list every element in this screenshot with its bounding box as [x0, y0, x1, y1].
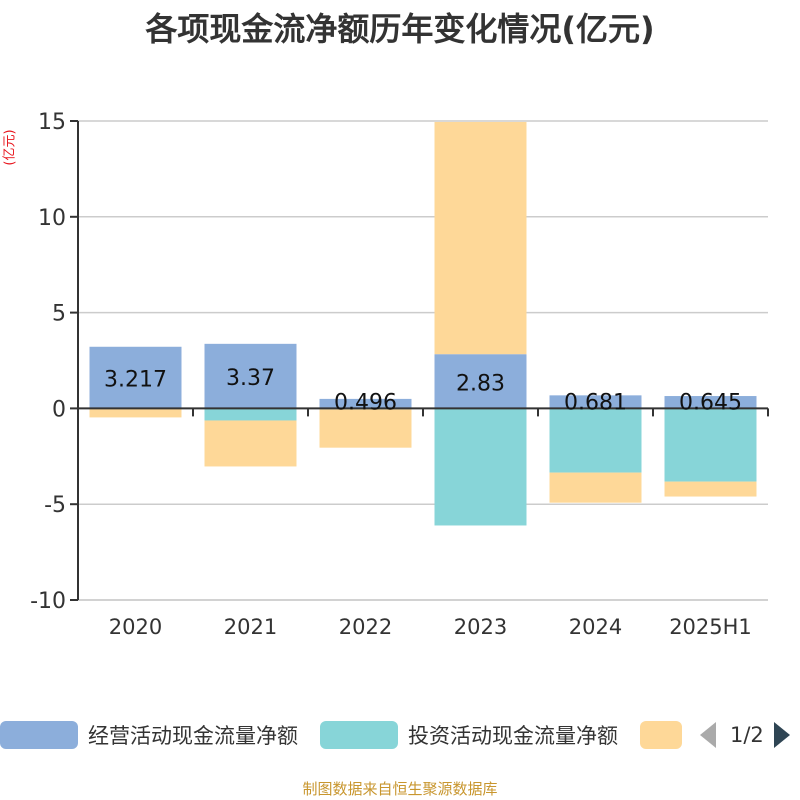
- bar-2023-series-1: [434, 408, 527, 526]
- legend-swatch-operating: [0, 721, 78, 749]
- x-tick-label: 2020: [109, 615, 162, 639]
- bar-2023-series-0: [434, 354, 527, 409]
- data-labels: 3.217 3.37 0.496 2.83 0.681 0.645: [104, 366, 742, 415]
- legend-swatch-financing: [640, 721, 682, 749]
- bar-2021-series-2: [204, 420, 297, 467]
- grid-lines: [78, 120, 768, 601]
- bar-2024-series-1: [549, 408, 642, 473]
- data-label: 3.217: [104, 368, 167, 393]
- bar-2024-series-0: [549, 395, 642, 409]
- y-tick-label: 0: [52, 397, 66, 422]
- bar-2022-series-0: [319, 398, 412, 409]
- x-tick-label: 2024: [569, 615, 622, 639]
- y-tick-label: 15: [38, 110, 66, 135]
- x-tick-label: 2021: [224, 615, 277, 639]
- bar-2021-series-1: [204, 408, 297, 421]
- bar-2025H1-series-0: [664, 396, 757, 409]
- legend-next-page-icon[interactable]: [773, 722, 790, 748]
- bars: [89, 121, 757, 526]
- bar-2023-series-2: [434, 121, 527, 355]
- bar-2024-series-2: [549, 472, 642, 503]
- data-label: 0.645: [679, 390, 742, 415]
- data-label: 3.37: [226, 366, 275, 391]
- bar-2020-series-0: [89, 346, 182, 409]
- legend: 经营活动现金流量净额 投资活动现金流量净额 1/2: [0, 718, 800, 752]
- bar-2025H1-series-1: [664, 408, 757, 482]
- data-label: 2.83: [456, 371, 505, 396]
- x-tick-label: 2023: [454, 615, 507, 639]
- y-tick-label: 10: [38, 206, 66, 231]
- legend-label-investing: 投资活动现金流量净额: [408, 724, 618, 748]
- legend-label-operating: 经营活动现金流量净额: [88, 724, 298, 748]
- bar-2025H1-series-2: [664, 481, 757, 497]
- y-tick-label: 5: [52, 302, 66, 327]
- bar-2022-series-2: [319, 409, 412, 448]
- legend-pager: 1/2: [700, 718, 790, 752]
- legend-swatch-investing: [320, 721, 398, 749]
- data-label: 0.681: [564, 390, 627, 415]
- bar-2020-series-2: [89, 408, 182, 418]
- bar-chart: 15 10 5 0 -5 -10 2020 2021 2022 2023 2024 2025H1 3.…: [30, 110, 769, 639]
- y-tick-label: -5: [44, 493, 66, 518]
- data-source-note: 制图数据来自恒生聚源数据库: [302, 780, 498, 798]
- axes: 15 10 5 0 -5 -10 2020 2021 2022 2023 2024 2025H1: [30, 110, 769, 639]
- x-tick-label: 2025H1: [669, 615, 752, 639]
- chart-title: 各项现金流净额历年变化情况(亿元): [145, 10, 655, 48]
- legend-prev-page-icon[interactable]: [700, 722, 716, 748]
- data-label: 0.496: [334, 390, 397, 415]
- y-tick-label: -10: [30, 589, 66, 614]
- legend-item-operating[interactable]: 经营活动现金流量净额: [0, 718, 298, 752]
- bar-2021-series-0: [204, 343, 297, 409]
- legend-item-investing[interactable]: 投资活动现金流量净额: [320, 718, 618, 752]
- legend-item-financing[interactable]: [640, 718, 682, 752]
- legend-page-indicator: 1/2: [730, 723, 764, 747]
- x-tick-label: 2022: [339, 615, 392, 639]
